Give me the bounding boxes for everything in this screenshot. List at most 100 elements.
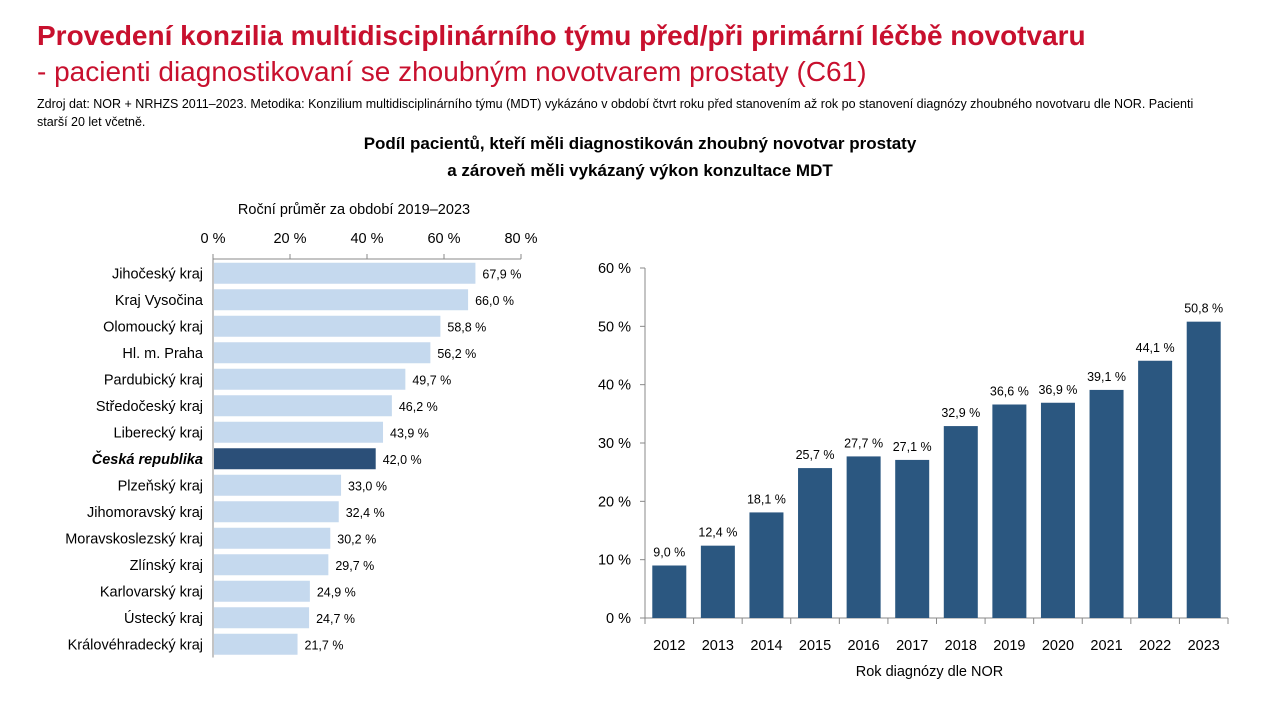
- hbar-bar: [214, 501, 339, 523]
- hbar-category-label: Kraj Vysočina: [115, 293, 204, 309]
- vbar-x-tick-label: 2021: [1090, 638, 1122, 654]
- vbar-value-label: 27,7 %: [844, 436, 883, 450]
- vbar-y-tick-label: 10 %: [598, 553, 631, 569]
- vbar-x-tick-label: 2018: [945, 638, 977, 654]
- vbar-x-tick-label: 2019: [993, 638, 1025, 654]
- hbar-bar: [214, 607, 310, 629]
- vbar-x-tick-label: 2012: [653, 638, 685, 654]
- hbar-bar: [214, 342, 431, 364]
- vbar-x-tick-label: 2014: [750, 638, 782, 654]
- vbar-x-tick-label: 2013: [702, 638, 734, 654]
- hbar-bar: [214, 554, 329, 576]
- vbar-y-tick-label: 30 %: [598, 436, 631, 452]
- vbar-bar: [700, 545, 735, 618]
- vbar-bar: [992, 404, 1027, 618]
- vbar-y-tick-label: 50 %: [598, 319, 631, 335]
- hbar-value-label: 30,2 %: [337, 532, 376, 546]
- page-subtitle: - pacienti diagnostikovaní se zhoubným n…: [37, 56, 867, 87]
- vbar-value-label: 27,1 %: [893, 440, 932, 454]
- hbar-category-label: Česká republika: [92, 450, 203, 468]
- hbar-value-label: 49,7 %: [412, 373, 451, 387]
- vbar-value-label: 36,6 %: [990, 385, 1029, 399]
- hbar-bar: [214, 262, 476, 284]
- hbar-bar: [214, 421, 384, 443]
- hbar-category-label: Středočeský kraj: [96, 399, 203, 415]
- hbar-value-label: 43,9 %: [390, 426, 429, 440]
- hbar-value-label: 56,2 %: [437, 347, 476, 361]
- hbar-value-label: 66,0 %: [475, 294, 514, 308]
- hbar-bar: [214, 395, 392, 417]
- hbar-value-label: 67,9 %: [482, 267, 521, 281]
- hbar-category-label: Karlovarský kraj: [100, 584, 203, 600]
- hbar-value-label: 42,0 %: [383, 453, 422, 467]
- vbar-value-label: 18,1 %: [747, 492, 786, 506]
- hbar-value-label: 21,7 %: [305, 638, 344, 652]
- vbar-bar: [1089, 389, 1124, 618]
- hbar-bar: [214, 474, 342, 496]
- hbar-bar: [214, 448, 376, 470]
- hbar-category-label: Liberecký kraj: [114, 425, 203, 441]
- hbar-category-label: Jihočeský kraj: [112, 266, 203, 282]
- hbar-x-tick-label: 40 %: [350, 231, 383, 247]
- vbar-x-tick-label: 2020: [1042, 638, 1074, 654]
- vbar-x-tick-label: 2022: [1139, 638, 1171, 654]
- vbar-bar: [1040, 402, 1075, 618]
- vbar-y-tick-label: 20 %: [598, 494, 631, 510]
- vbar-value-label: 32,9 %: [941, 406, 980, 420]
- hbar-x-tick-label: 0 %: [201, 231, 226, 247]
- vbar-value-label: 44,1 %: [1136, 341, 1175, 355]
- vbar-x-tick-label: 2023: [1188, 638, 1220, 654]
- hbar-category-label: Jihomoravský kraj: [87, 505, 203, 521]
- hbar-value-label: 33,0 %: [348, 479, 387, 493]
- page-title: Provedení konzilia multidisciplinárního …: [37, 20, 1086, 51]
- hbar-value-label: 24,7 %: [316, 612, 355, 626]
- vbar-y-tick-label: 40 %: [598, 378, 631, 394]
- hbar-bar: [214, 289, 469, 311]
- vbar-x-axis-title: Rok diagnózy dle NOR: [856, 664, 1004, 680]
- vbar-bar: [895, 459, 930, 618]
- hbar-category-label: Plzeňský kraj: [118, 478, 203, 494]
- chart-title-line2: a zároveň měli vykázaný výkon konzultace…: [447, 161, 833, 180]
- hbar-bar: [214, 527, 331, 549]
- vbar-bar: [846, 456, 881, 618]
- vbar-bar: [798, 468, 833, 618]
- vbar-bar: [1138, 360, 1173, 618]
- hbar-category-label: Moravskoslezský kraj: [65, 531, 203, 547]
- vbar-value-label: 25,7 %: [796, 448, 835, 462]
- vbar-value-label: 36,9 %: [1038, 383, 1077, 397]
- hbar-bar: [214, 368, 406, 390]
- hbar-category-label: Ústecký kraj: [124, 610, 203, 627]
- vbar-bar: [1186, 321, 1221, 618]
- hbar-value-label: 24,9 %: [317, 585, 356, 599]
- hbar-bar: [214, 580, 310, 602]
- vbar-value-label: 12,4 %: [698, 526, 737, 540]
- hbar-category-label: Olomoucký kraj: [103, 319, 203, 335]
- hbar-x-tick-label: 20 %: [273, 231, 306, 247]
- vbar-value-label: 9,0 %: [653, 546, 685, 560]
- vbar-bar: [749, 512, 784, 618]
- hbar-category-label: Zlínský kraj: [130, 558, 203, 574]
- hbar-value-label: 29,7 %: [335, 559, 374, 573]
- hbar-category-label: Královéhradecký kraj: [68, 637, 203, 653]
- hbar-bar: [214, 315, 441, 337]
- vbar-x-tick-label: 2016: [847, 638, 879, 654]
- hbar-value-label: 32,4 %: [346, 506, 385, 520]
- vbar-y-tick-label: 60 %: [598, 261, 631, 277]
- vbar-bar: [943, 426, 978, 618]
- hbar-value-label: 58,8 %: [447, 320, 486, 334]
- hbar-category-label: Hl. m. Praha: [122, 346, 204, 362]
- vbar-x-tick-label: 2017: [896, 638, 928, 654]
- hbar-value-label: 46,2 %: [399, 400, 438, 414]
- data-source-note: Zdroj dat: NOR + NRHZS 2011–2023. Metodi…: [37, 97, 1194, 129]
- hbar-x-tick-label: 60 %: [427, 231, 460, 247]
- vbar-value-label: 50,8 %: [1184, 302, 1223, 316]
- hbar-x-tick-label: 80 %: [504, 231, 537, 247]
- hbar-chart-title: Roční průměr za období 2019–2023: [238, 202, 470, 218]
- hbar-bar: [214, 633, 298, 655]
- vbar-value-label: 39,1 %: [1087, 370, 1126, 384]
- vbar-bar: [652, 565, 687, 618]
- chart-title-line1: Podíl pacientů, kteří měli diagnostiková…: [363, 134, 917, 153]
- vbar-x-tick-label: 2015: [799, 638, 831, 654]
- vbar-y-tick-label: 0 %: [606, 611, 631, 627]
